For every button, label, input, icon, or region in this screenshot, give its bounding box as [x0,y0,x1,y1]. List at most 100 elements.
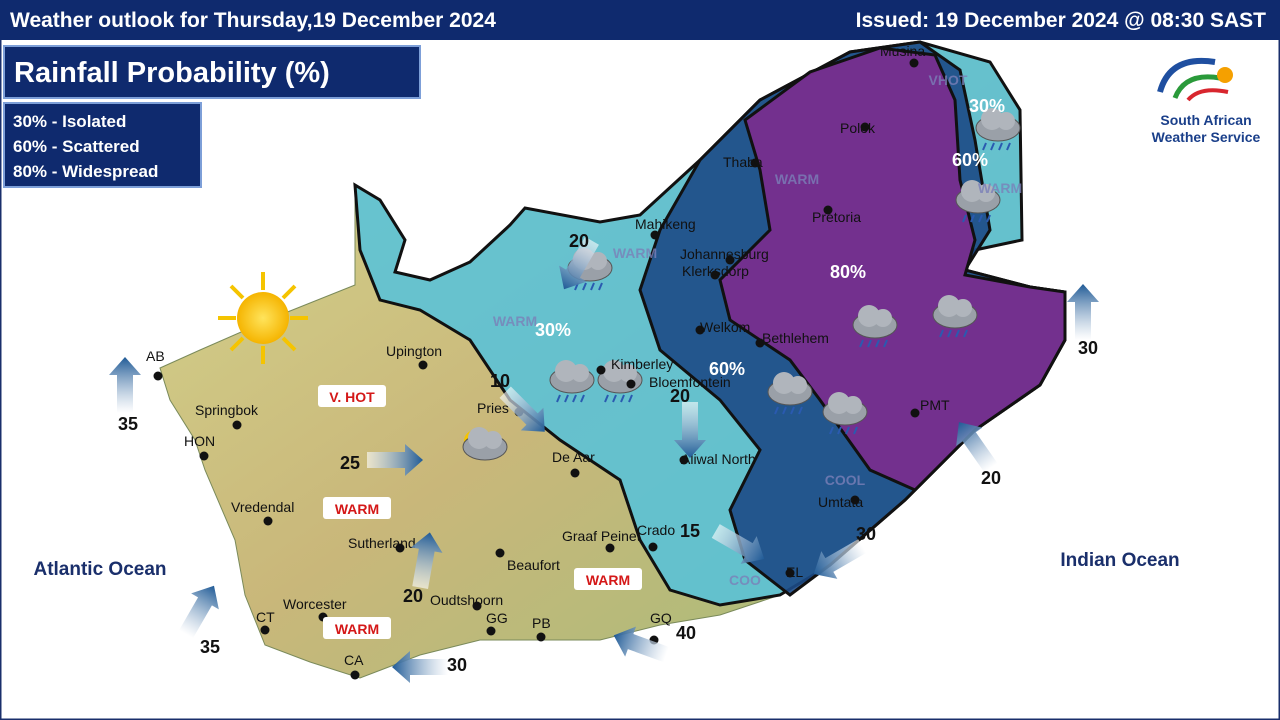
rain [998,142,1003,151]
cloud-icon [549,360,595,403]
place-name: Klerksdorp [682,263,749,279]
cloud [468,427,490,449]
place-marker [395,543,405,553]
place-name: PB [532,615,551,631]
temperature-label: WARM [586,572,630,588]
temperature-label: COOL [825,472,866,488]
place-marker [648,542,658,552]
temperature-label: WARM [335,501,379,517]
place-marker [199,451,209,461]
rain [939,329,944,338]
rain [604,394,609,403]
rain [1006,142,1011,151]
temperature-label: WARM [978,180,1022,196]
temp-label-box [323,497,391,519]
wind-speed: 20 [403,586,423,606]
panel-title: Rainfall Probability (%) [14,57,330,89]
place-marker [695,325,705,335]
wind-arrow [711,524,765,564]
place-name: GG [486,610,508,626]
temperature-label: WARM [493,313,537,329]
rain [782,406,787,415]
place-marker [536,632,546,642]
rain [829,426,834,435]
rain [883,339,888,348]
place-marker [472,601,482,611]
cloud [828,392,850,414]
rain [978,214,983,223]
cloud [773,372,795,394]
rain [620,394,625,403]
place-name: PMT [920,397,950,413]
place-name: Beaufort [507,557,560,573]
logo-text: South African [1160,112,1251,128]
cloud [981,108,1003,130]
wind-speed: 30 [1078,338,1098,358]
cloud-icon [767,372,813,415]
place-name: AB [146,348,165,364]
place-marker [909,58,919,68]
cloud [874,309,892,327]
rain [612,394,617,403]
logo [1157,57,1233,102]
wind-arrow [813,539,867,579]
place-marker [755,338,765,348]
cloud-icon [462,427,508,461]
cloud-icon [975,108,1021,151]
wind-speed: 30 [856,524,876,544]
cloud [961,180,983,202]
zone-label: 80% [830,262,866,282]
place-name: Pries [477,400,509,416]
place-marker [350,670,360,680]
place-name: Aliwal North [681,451,756,467]
place-name: Johannesburg [680,246,769,262]
cloud [858,305,880,327]
temperature-label: WARM [775,171,819,187]
wind-speed: 10 [490,371,510,391]
cloud [997,112,1015,130]
rain [947,329,952,338]
legend-item: 30% - Isolated [13,112,126,131]
rain [572,394,577,403]
place-marker [750,158,760,168]
wind-arrow [392,651,448,683]
place-name: De Aar [552,449,595,465]
cloud [571,364,589,382]
temp-label-box [323,617,391,639]
place-marker [232,420,242,430]
place-name: Mahikeng [635,216,696,232]
place-marker [486,626,496,636]
rain [853,426,858,435]
wind-speed: 35 [200,637,220,657]
panel-title-box [3,45,421,99]
wind-speed: 40 [676,623,696,643]
place-name: Kimberley [611,356,673,372]
rain [963,329,968,338]
cloud-icon [852,305,898,348]
place-marker [785,568,795,578]
zone-label: 30% [969,96,1005,116]
temp-label-box [318,385,386,407]
rain [845,426,850,435]
rain [982,142,987,151]
temperature-label: WARM [335,621,379,637]
cloud [484,431,502,449]
place-marker [725,255,735,265]
cloud-icon [955,180,1001,223]
rain [790,406,795,415]
legend-item: 60% - Scattered [13,137,140,156]
temperature-label: VHOT [929,72,968,88]
cloud [954,299,972,317]
rain [990,142,995,151]
wind-speed: 30 [447,655,467,675]
rain [590,282,595,291]
cloud-icon [932,295,978,338]
sun-icon [218,272,308,364]
cloud-icon [822,392,868,435]
place-marker [850,495,860,505]
place-name: Bethlehem [762,330,829,346]
rain [598,282,603,291]
wind-arrow [410,532,443,589]
cloud [844,396,862,414]
